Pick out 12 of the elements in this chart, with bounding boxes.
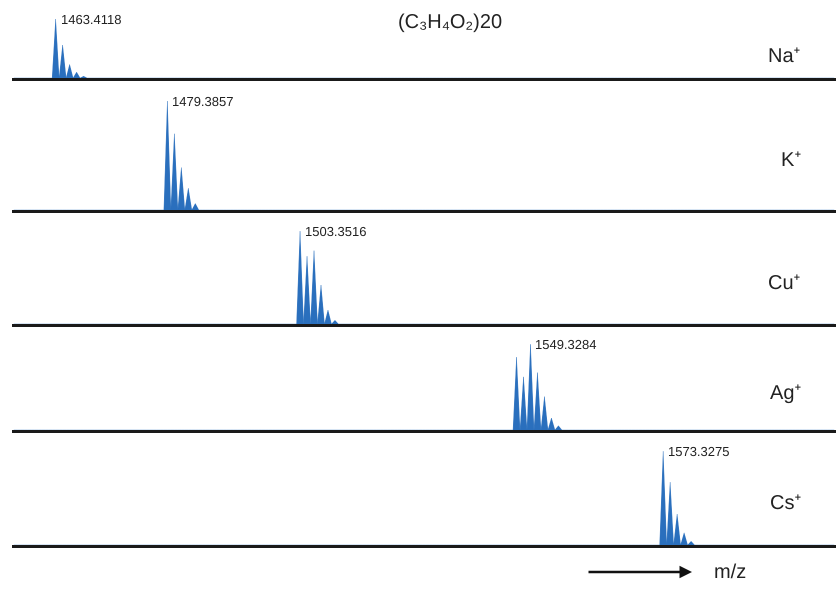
annotation: 1503.3516 xyxy=(305,224,366,239)
series-label: Ag⁺ xyxy=(770,382,802,404)
series-label: Na⁺ xyxy=(768,45,801,67)
chart-title: (C₃H₄O₂)20 xyxy=(398,11,502,33)
series-label: Cs⁺ xyxy=(770,492,802,514)
annotation: 1463.4118 xyxy=(61,12,122,27)
series-label: K⁺ xyxy=(781,149,802,171)
x-axis-title: m/z xyxy=(714,561,746,583)
annotation: 1549.3284 xyxy=(535,337,596,352)
series-label: Cu⁺ xyxy=(768,272,801,294)
annotation: 1479.3857 xyxy=(172,94,234,109)
annotation: 1573.3275 xyxy=(668,444,730,459)
